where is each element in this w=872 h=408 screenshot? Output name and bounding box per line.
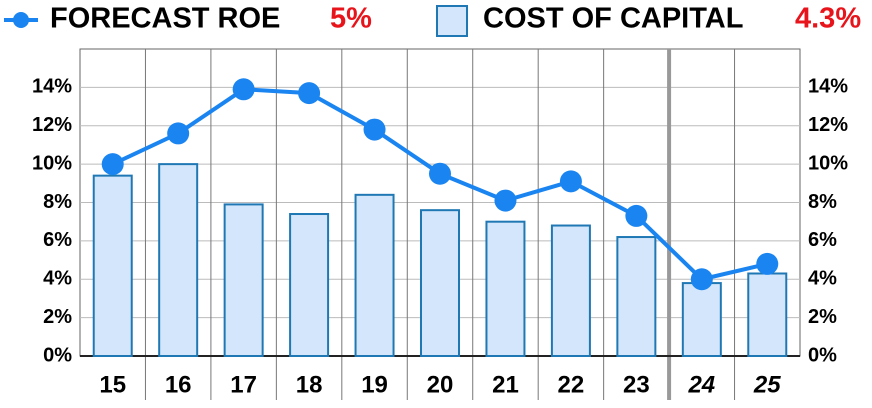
bar [747,272,788,357]
marker [625,204,648,227]
x-tick-label: 17 [230,371,257,398]
y-tick-label: 6% [43,229,72,251]
x-tick-label: 21 [492,371,519,398]
y2-tick-label: 6% [808,229,837,251]
x-tick-label: 15 [99,371,126,398]
x-tick-label: 22 [558,371,585,398]
marker [494,189,517,212]
y-tick-label: 0% [43,344,72,366]
bar [550,224,591,357]
marker [232,78,255,101]
y2-tick-label: 8% [808,191,837,213]
bar [289,213,330,357]
bar [223,203,264,357]
x-tick-label: 23 [623,371,650,398]
x-tick-label: 19 [361,371,388,398]
legend-value: 5% [330,3,372,35]
legend-label: FORECAST ROE [50,3,280,35]
bar [158,163,199,357]
marker [298,82,321,105]
marker [429,162,451,185]
y2-tick-label: 2% [808,306,837,328]
y2-tick-label: 14% [808,76,848,98]
x-tick-label: 16 [165,371,192,398]
y-tick-label: 4% [43,268,72,290]
y-tick-label: 14% [32,76,72,98]
y2-tick-label: 10% [808,152,848,174]
bar [681,282,722,357]
marker [756,252,779,275]
y2-tick-label: 12% [808,114,848,136]
bar [420,209,460,357]
x-tick-label: 20 [427,371,454,398]
y-tick-label: 2% [43,306,72,328]
marker [101,153,124,176]
marker [559,170,582,193]
y2-tick-label: 0% [808,344,837,366]
y2-tick-label: 4% [808,268,837,290]
y-tick-label: 8% [43,191,72,213]
x-tick-label: 25 [753,371,781,398]
legend-value: 4.3% [795,3,861,35]
y-tick-label: 10% [32,152,72,174]
marker [690,268,713,291]
x-tick-label: 18 [296,371,323,398]
bar [616,236,657,358]
bar [485,220,526,357]
legend-marker [13,12,29,28]
legend-label: COST OF CAPITAL [483,3,743,35]
y-tick-label: 12% [32,114,72,136]
bar [354,193,395,357]
marker [363,118,386,141]
legend-box [436,5,468,37]
bar [92,174,133,357]
marker [167,122,190,145]
x-tick-label: 24 [687,371,715,398]
